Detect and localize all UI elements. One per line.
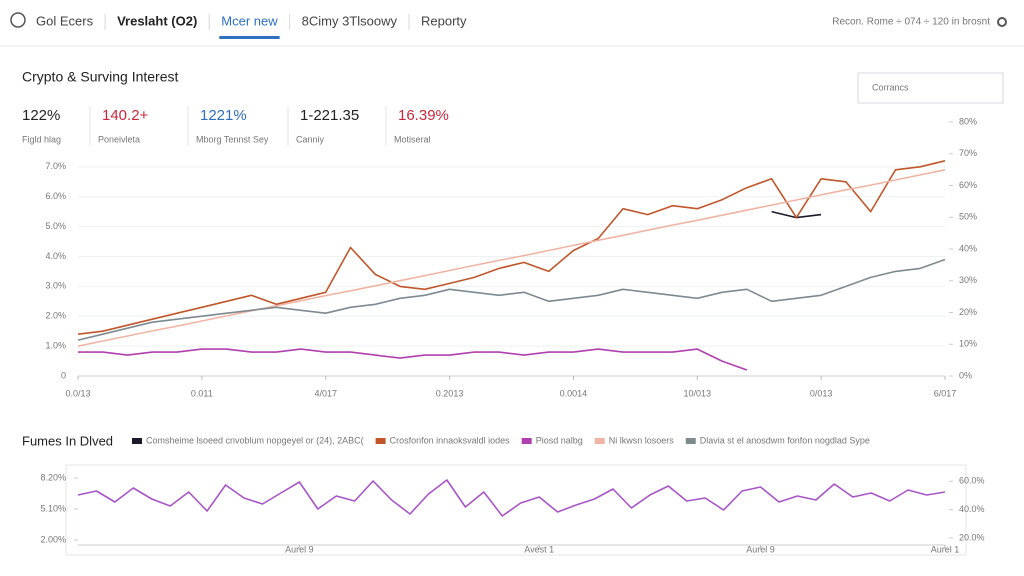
y-tick-label: 5.0% bbox=[45, 221, 66, 231]
settings-icon[interactable] bbox=[997, 17, 1007, 27]
stat-value: 16.39% bbox=[398, 107, 449, 124]
nav-tab[interactable]: Reporty bbox=[421, 13, 467, 28]
y2-tick-label: 40.0% bbox=[959, 504, 985, 514]
legend-swatch bbox=[521, 438, 532, 444]
legend-swatch bbox=[375, 438, 386, 444]
y-tick-label: 3.0% bbox=[45, 281, 66, 291]
y2-tick-label: 10% bbox=[959, 339, 977, 349]
stat-label: Poneivleta bbox=[98, 134, 140, 144]
x-tick-label: Aurel 9 bbox=[746, 544, 775, 554]
y2-tick-label: 20% bbox=[959, 307, 977, 317]
x-tick-label: 10/013 bbox=[684, 388, 712, 398]
legend-swatch bbox=[685, 438, 696, 444]
y-tick-label: 8.20% bbox=[40, 472, 66, 482]
y-tick-label: 2.00% bbox=[40, 534, 66, 544]
legend-label: Dlavia st el anosdwm fonfon nogdlad Sype bbox=[700, 435, 870, 445]
y-tick-label: 2.0% bbox=[45, 311, 66, 321]
y2-tick-label: 40% bbox=[959, 243, 977, 253]
nav-tab[interactable]: Gol Ecers bbox=[36, 13, 94, 28]
search-box[interactable] bbox=[857, 72, 1004, 104]
y2-tick-label: 80% bbox=[959, 116, 977, 126]
chart-title: Crypto & Surving Interest bbox=[22, 69, 179, 85]
series-line bbox=[78, 348, 748, 371]
x-tick-label: 0.011 bbox=[191, 388, 213, 398]
y2-tick-label: 60.0% bbox=[959, 476, 985, 486]
legend-label: Comsheime lsoeed cnvoblum nopgeyel or (2… bbox=[146, 435, 364, 445]
stat-value: 1221% bbox=[200, 107, 247, 124]
series-line bbox=[77, 169, 946, 347]
series-line bbox=[77, 258, 946, 341]
legend-label: Piosd nalbg bbox=[536, 435, 583, 445]
y-tick-label: 0 bbox=[61, 370, 66, 380]
series-line bbox=[77, 160, 946, 335]
legend-swatch bbox=[132, 438, 142, 444]
sub-chart-title: Fumes In Dlved bbox=[22, 433, 113, 448]
logo bbox=[10, 12, 26, 28]
nav-tab[interactable]: 8Cimy 3Tlsoowy bbox=[302, 13, 398, 28]
search-placeholder: Corrancs bbox=[872, 82, 909, 92]
y2-tick-label: 70% bbox=[959, 148, 977, 158]
x-tick-label: 6/017 bbox=[934, 388, 957, 398]
stat-label: Mborg Tennst Sey bbox=[196, 134, 269, 144]
x-tick-label: 0.0014 bbox=[560, 388, 588, 398]
nav-tab[interactable]: Mcer new bbox=[221, 13, 278, 28]
nav-status: Recon. Rome ÷ 074 ÷ 120 in brosnt bbox=[832, 17, 990, 28]
y2-tick-label: 30% bbox=[959, 275, 977, 285]
y2-tick-label: 60% bbox=[959, 180, 977, 190]
y-tick-label: 4.0% bbox=[45, 251, 66, 261]
stat-value: 122% bbox=[22, 107, 60, 124]
series-line bbox=[77, 479, 946, 517]
x-tick-label: Aurel 1 bbox=[931, 544, 960, 554]
x-tick-label: 0.2013 bbox=[436, 388, 464, 398]
stat-label: Figld hlag bbox=[22, 134, 61, 144]
x-tick-label: Aurel 9 bbox=[285, 544, 314, 554]
y-tick-label: 5.10% bbox=[40, 503, 66, 513]
stat-label: Canniy bbox=[296, 134, 325, 144]
stat-value: 1-221.35 bbox=[300, 107, 359, 124]
y2-tick-label: 0% bbox=[959, 370, 972, 380]
sub-chart-frame bbox=[65, 464, 967, 556]
legend-label: Ni lkwsn losoers bbox=[609, 435, 675, 445]
x-tick-label: 4/017 bbox=[314, 388, 337, 398]
x-tick-label: 0/013 bbox=[810, 388, 833, 398]
active-tab-underline bbox=[219, 36, 280, 39]
stat-value: 140.2+ bbox=[102, 107, 149, 124]
stat-label: Motiseral bbox=[394, 134, 431, 144]
y2-tick-label: 20.0% bbox=[959, 532, 985, 542]
x-tick-label: 0.0/13 bbox=[65, 388, 90, 398]
y-tick-label: 1.0% bbox=[45, 340, 66, 350]
y2-tick-label: 50% bbox=[959, 212, 977, 222]
legend-label: Crosfonfon innaoksvaldl iodes bbox=[390, 435, 511, 445]
nav-tab[interactable]: Vreslaht (O2) bbox=[117, 13, 197, 28]
y-tick-label: 6.0% bbox=[45, 191, 66, 201]
legend-swatch bbox=[594, 438, 605, 444]
y-tick-label: 7.0% bbox=[45, 161, 66, 171]
x-tick-label: Avest 1 bbox=[524, 544, 554, 554]
